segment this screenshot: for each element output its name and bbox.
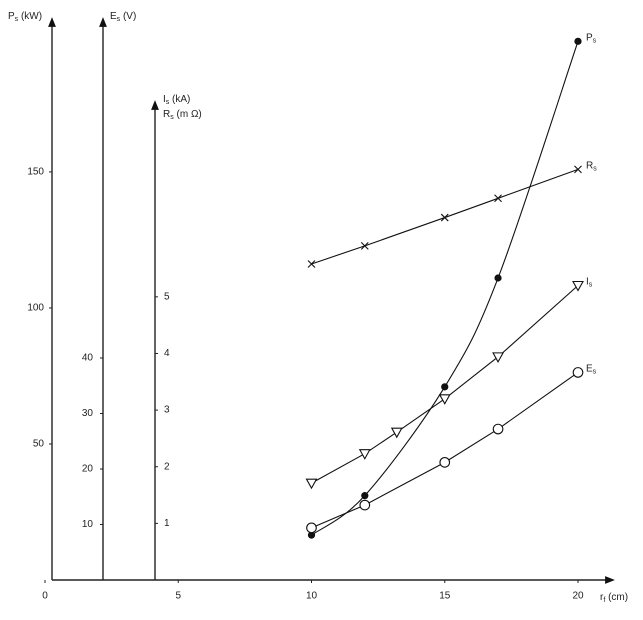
y-tick-label: 150 bbox=[27, 167, 44, 178]
y3-axis-label: Is (kA) bbox=[163, 94, 190, 106]
y-tick-label: 50 bbox=[33, 439, 45, 450]
point bbox=[572, 367, 584, 378]
point bbox=[494, 194, 502, 203]
x-tick-label: 20 bbox=[572, 591, 584, 602]
point bbox=[390, 427, 403, 439]
point bbox=[572, 280, 584, 292]
point bbox=[438, 394, 451, 405]
series-line bbox=[311, 41, 579, 536]
point bbox=[359, 499, 371, 511]
series-line bbox=[311, 285, 579, 484]
point bbox=[358, 449, 371, 460]
point bbox=[441, 383, 449, 391]
y3-tick-label: 4 bbox=[164, 348, 170, 359]
y3-axis-label: Rs (m Ω) bbox=[163, 109, 202, 121]
point bbox=[306, 522, 317, 534]
point bbox=[492, 352, 504, 363]
x-tick-label: 15 bbox=[439, 591, 451, 602]
x-axis-label: rf (cm) bbox=[600, 592, 628, 604]
y3-tick-label: 2 bbox=[164, 461, 170, 472]
point bbox=[494, 274, 502, 282]
series-label: Es bbox=[586, 363, 597, 375]
point bbox=[492, 423, 504, 435]
point bbox=[360, 241, 369, 250]
series-label: Is bbox=[586, 276, 593, 288]
x-tick-label: 5 bbox=[175, 591, 181, 602]
y2-tick-label: 40 bbox=[82, 353, 94, 364]
point bbox=[439, 456, 451, 468]
y-tick-label: 100 bbox=[27, 303, 44, 314]
point bbox=[307, 531, 316, 539]
point bbox=[440, 213, 449, 222]
y2-tick-label: 20 bbox=[82, 464, 94, 475]
point bbox=[305, 478, 318, 490]
x-tick-label: 0 bbox=[42, 591, 48, 602]
point bbox=[361, 492, 369, 500]
point bbox=[574, 165, 582, 174]
y3-tick-label: 5 bbox=[164, 291, 170, 302]
x-tick-label: 10 bbox=[306, 591, 318, 602]
point bbox=[574, 37, 582, 45]
y3-tick-label: 3 bbox=[164, 405, 170, 416]
y2-axis-label: Es (V) bbox=[110, 11, 136, 23]
series-label: Rs bbox=[586, 160, 597, 172]
y-axis-label: Ps (kW) bbox=[8, 11, 42, 23]
y3-tick-label: 1 bbox=[164, 518, 170, 529]
point bbox=[307, 260, 316, 268]
series-label: Ps bbox=[586, 32, 597, 44]
y2-tick-label: 10 bbox=[82, 519, 94, 530]
y2-tick-label: 30 bbox=[82, 408, 94, 419]
